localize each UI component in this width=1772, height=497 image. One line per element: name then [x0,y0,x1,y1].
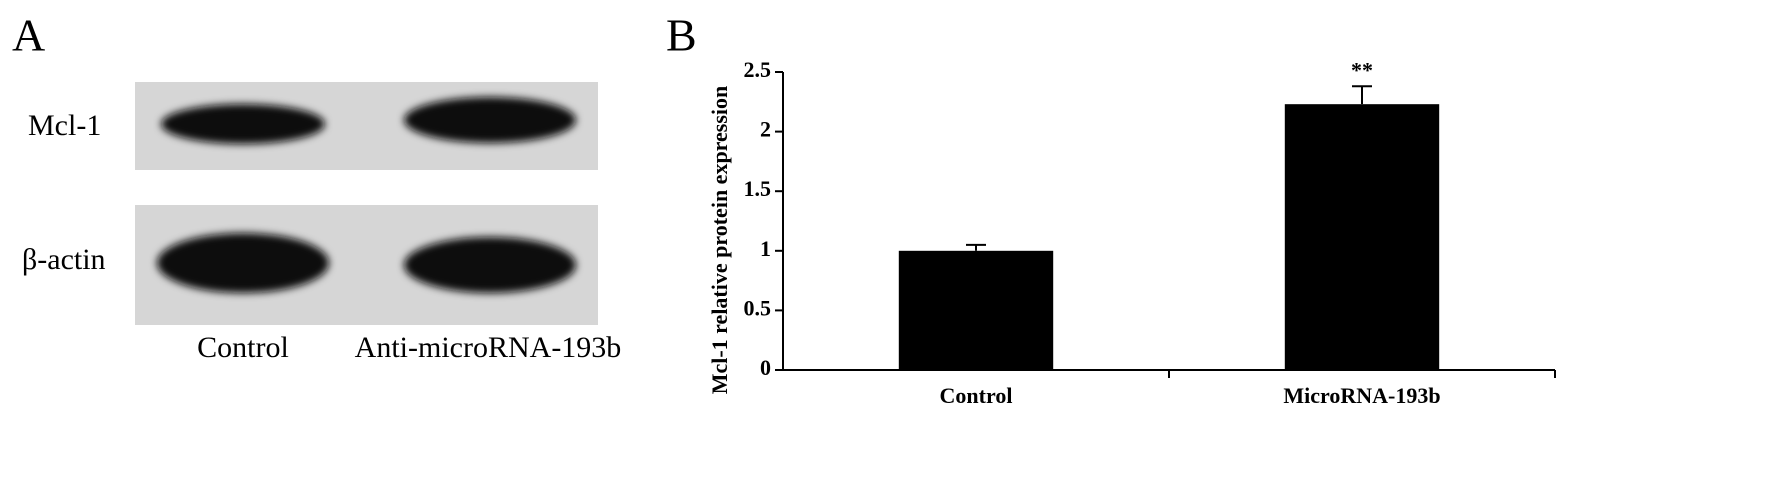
y-tick-label: 0 [760,355,771,380]
y-tick-label: 2 [760,117,771,142]
bar [1284,104,1440,371]
error-bar [1352,85,1372,105]
y-axis-label: Mcl-1 relative protein expression [707,86,732,395]
bar [898,250,1054,370]
panel-label: A [12,10,45,61]
row-label: Mcl-1 [28,109,101,142]
significance-label: ** [1351,57,1373,82]
band [404,237,576,293]
y-tick-label: 2.5 [744,57,772,82]
band [157,233,329,293]
band [404,97,576,143]
y-tick-label: 0.5 [744,295,772,320]
row-label: β-actin [22,243,106,276]
x-tick-label: MicroRNA-193b [1283,383,1440,408]
lane-label: Anti-microRNA-193b [355,331,622,364]
y-tick-label: 1 [760,236,771,261]
x-tick-label: Control [940,383,1013,408]
error-bar [966,243,986,251]
y-tick-label: 1.5 [744,176,772,201]
band [161,104,325,144]
lane-label: Control [197,331,289,364]
panel-label: B [666,10,697,61]
